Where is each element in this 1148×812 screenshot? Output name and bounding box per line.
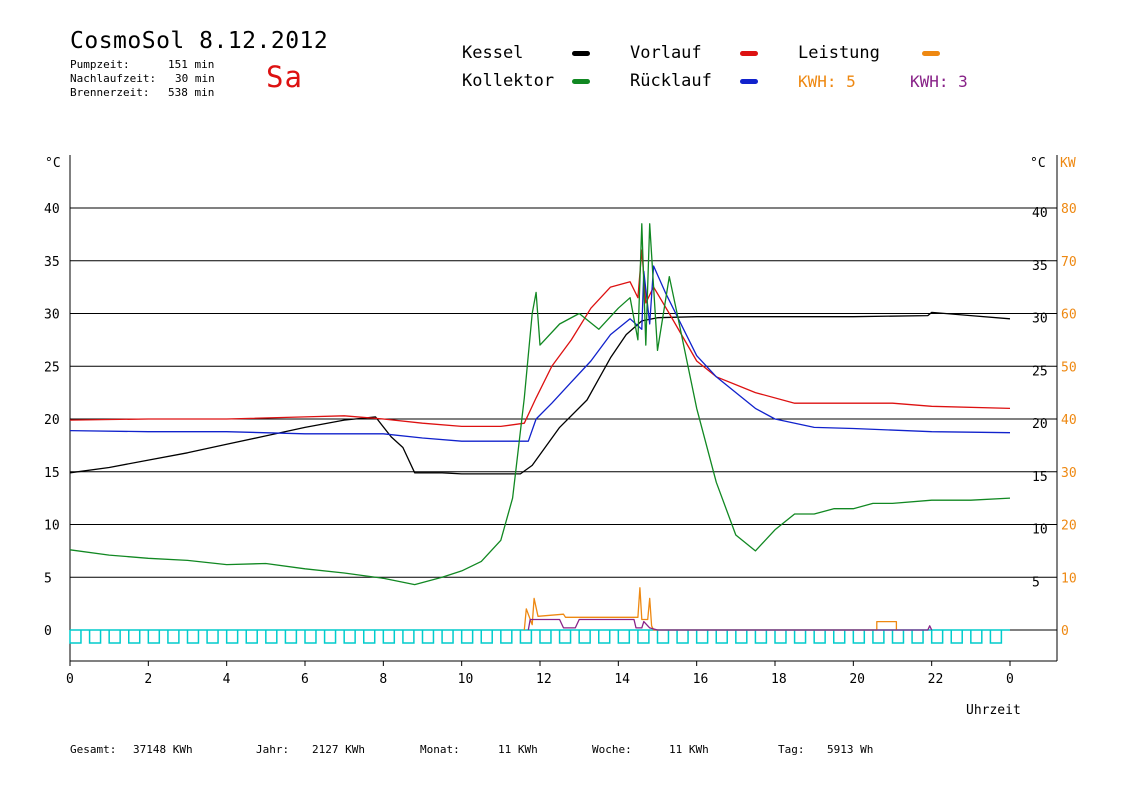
y-tick-right-temp-10: 10 [1032,523,1048,538]
y-tick-left-5: 5 [44,571,52,586]
series-line-0 [69,311,1011,475]
series-line-3 [69,223,1011,586]
x-tick-10: 20 [849,672,865,687]
footer-gesamt-value: 37148 KWh [133,743,193,756]
y-tick-right-kw-70: 70 [1061,255,1077,270]
x-tick-2: 4 [223,672,231,687]
chart-title: CosmoSol 8.12.2012 [70,28,329,54]
y-tick-right-kw-80: 80 [1061,202,1077,217]
kwh-purple: KWH: 3 [910,72,968,91]
x-tick-12: 0 [1006,672,1014,687]
x-axis-label: Uhrzeit [966,703,1021,718]
x-tick-4: 8 [379,672,387,687]
stat-nachlaufzeit-value: 30 min [175,72,215,85]
legend-swatch-kollektor [572,79,590,84]
y-tick-right-kw-30: 30 [1061,466,1077,481]
y-tick-left-15: 15 [44,466,60,481]
legend-swatch-ruecklauf [740,79,758,84]
footer-jahr-label: Jahr: [256,743,290,756]
y-tick-left-40: 40 [44,202,60,217]
y-tick-right-temp-35: 35 [1032,259,1048,274]
footer-tag-value: 5913 Wh [827,743,874,756]
legend-label-kollektor: Kollektor [462,71,555,91]
y-tick-right-kw-0: 0 [1061,624,1069,639]
series-line-2 [69,265,1011,442]
legend-label-kessel: Kessel [462,43,524,63]
y-tick-right-kw-50: 50 [1061,360,1077,375]
y-tick-right-temp-40: 40 [1032,206,1048,221]
x-tick-6: 12 [536,672,552,687]
legend-swatch-leistung [922,51,940,56]
y-tick-left-30: 30 [44,308,60,323]
y-axis-unit-right-temp: °C [1030,156,1046,171]
y-tick-left-25: 25 [44,360,60,375]
y-tick-right-temp-20: 20 [1032,417,1048,432]
series-line-5 [527,618,933,631]
footer-jahr-value: 2127 KWh [312,743,365,756]
legend-label-vorlauf: Vorlauf [630,43,702,63]
x-tick-11: 22 [928,672,944,687]
x-tick-0: 0 [66,672,74,687]
x-tick-3: 6 [301,672,309,687]
kwh-orange-label: KWH: [798,72,837,91]
y-tick-right-temp-15: 15 [1032,470,1048,485]
stat-nachlaufzeit-label: Nachlaufzeit: [70,72,157,85]
series-line-1 [69,249,1011,428]
legend-swatch-kessel [572,51,590,56]
x-tick-5: 10 [458,672,474,687]
footer-gesamt-label: Gesamt: [70,743,117,756]
footer-woche-label: Woche: [592,743,632,756]
y-tick-right-temp-30: 30 [1032,312,1048,327]
y-tick-right-kw-40: 40 [1061,413,1077,428]
legend-swatch-vorlauf [740,51,758,56]
footer-woche-value: 11 KWh [669,743,709,756]
x-tick-8: 16 [693,672,709,687]
y-tick-left-10: 10 [44,519,60,534]
footer-tag-label: Tag: [778,743,805,756]
pump-status-baseline [69,629,1010,644]
legend-label-ruecklauf: Rücklauf [630,71,712,91]
x-tick-9: 18 [771,672,787,687]
kwh-orange: KWH: 5 [798,72,856,91]
series-line-4 [523,587,898,631]
y-tick-right-kw-60: 60 [1061,308,1077,323]
stat-brennerzeit-value: 538 min [168,86,215,99]
y-tick-right-kw-20: 20 [1061,519,1077,534]
stat-pumpzeit-label: Pumpzeit: [70,58,130,71]
stat-pumpzeit-value: 151 min [168,58,215,71]
footer-monat-value: 11 KWh [498,743,538,756]
y-tick-left-35: 35 [44,255,60,270]
y-tick-left-20: 20 [44,413,60,428]
kwh-purple-label: KWH: [910,72,949,91]
x-tick-7: 14 [614,672,630,687]
y-tick-right-temp-25: 25 [1032,364,1048,379]
stat-brennerzeit-label: Brennerzeit: [70,86,150,99]
kwh-orange-value: 5 [846,72,856,91]
y-axis-unit-right-kw: KW [1060,156,1076,171]
kwh-purple-value: 3 [958,72,968,91]
x-tick-1: 2 [144,672,152,687]
footer-monat-label: Monat: [420,743,460,756]
y-tick-left-0: 0 [44,624,52,639]
y-tick-right-temp-5: 5 [1032,575,1040,590]
y-axis-unit-left: °C [45,156,61,171]
y-tick-right-kw-10: 10 [1061,571,1077,586]
weekday-label: Sa [266,60,303,94]
legend-label-leistung: Leistung [798,43,880,63]
